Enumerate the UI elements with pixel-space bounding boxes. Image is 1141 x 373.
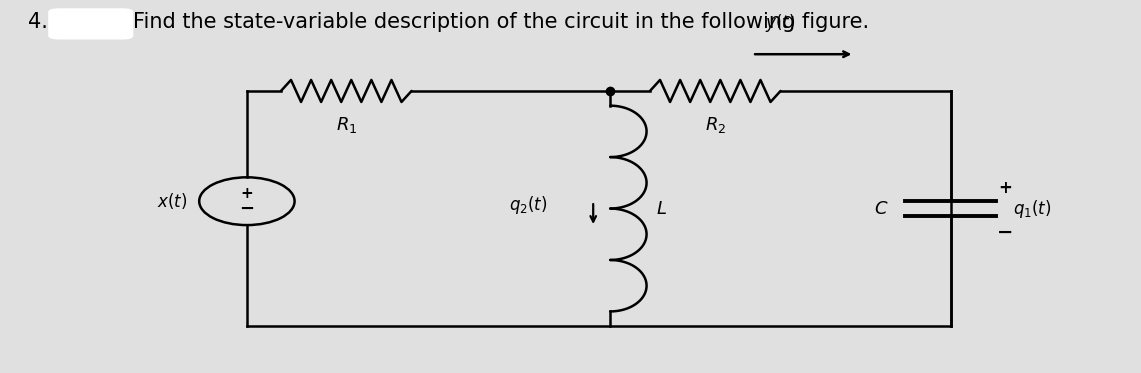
- Text: +: +: [998, 179, 1012, 197]
- Text: $R_2$: $R_2$: [705, 115, 726, 135]
- Text: −: −: [240, 200, 254, 218]
- Text: $q_2(t)$: $q_2(t)$: [509, 194, 548, 216]
- Text: Find the state-variable description of the circuit in the following figure.: Find the state-variable description of t…: [133, 12, 869, 32]
- FancyBboxPatch shape: [48, 8, 133, 40]
- Text: $R_1$: $R_1$: [335, 115, 357, 135]
- Text: $q_1(t)$: $q_1(t)$: [1013, 198, 1052, 220]
- Text: $y(t)$: $y(t)$: [766, 12, 795, 34]
- Text: $L$: $L$: [656, 200, 666, 217]
- Text: +: +: [241, 186, 253, 201]
- Text: 4.: 4.: [27, 12, 48, 32]
- Text: $x(t)$: $x(t)$: [157, 191, 188, 211]
- Text: $C$: $C$: [874, 200, 889, 217]
- Text: −: −: [997, 223, 1013, 242]
